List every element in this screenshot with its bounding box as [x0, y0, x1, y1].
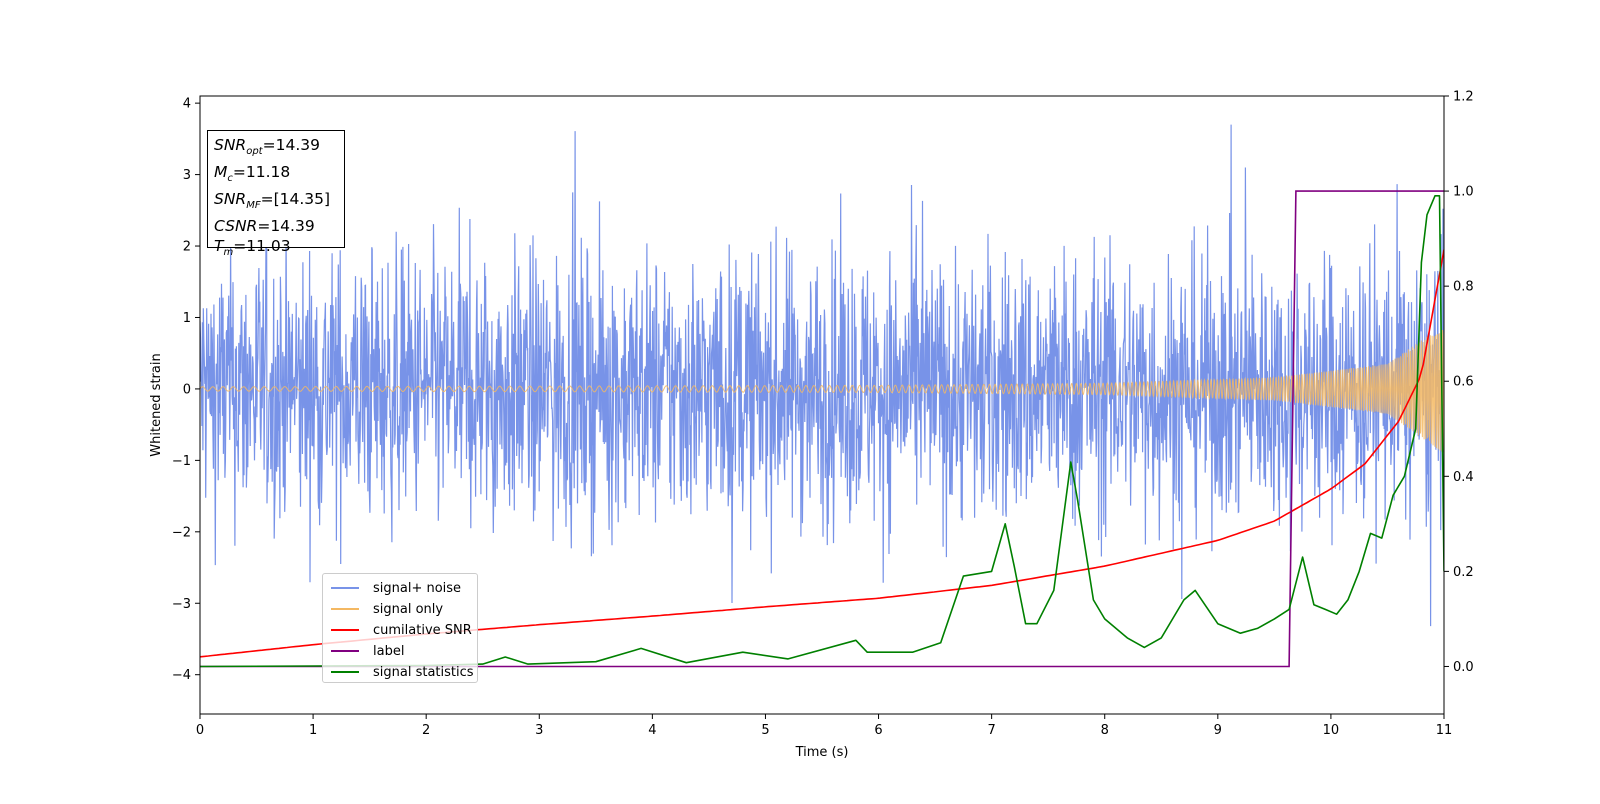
legend-label: signal only — [373, 601, 444, 617]
legend-swatch — [331, 629, 359, 631]
x-tick-label: 0 — [196, 723, 204, 738]
csnr-annotation: CSNR=14.39 — [214, 217, 315, 236]
y-right-tick-label: 1.0 — [1453, 185, 1474, 200]
legend-entry-label: label — [331, 641, 404, 661]
series-label-line — [200, 190, 1444, 668]
y-left-tick-label: −1 — [172, 454, 191, 469]
y-right-tick-label: 1.2 — [1453, 90, 1474, 105]
legend-label: cumilative SNR — [373, 622, 472, 638]
y-left-tick-label: −3 — [172, 597, 191, 612]
y-left-tick-label: −2 — [172, 525, 191, 540]
x-tick-label: 10 — [1323, 723, 1340, 738]
y-right-tick-label: 0.4 — [1453, 470, 1474, 485]
x-tick-label: 9 — [1214, 723, 1222, 738]
y-left-tick-label: −4 — [172, 668, 191, 683]
y-left-tick-label: 3 — [183, 168, 191, 183]
x-tick-label: 4 — [648, 723, 656, 738]
legend-entry-signal-noise: signal+ noise — [331, 578, 461, 598]
axes-frame — [199, 95, 1445, 715]
stats-annotation-box: SNRopt=14.39 Mc=11.18 SNRMF=[14.35] CSNR… — [207, 130, 345, 258]
legend-entry-cumulative-snr: cumilative SNR — [331, 620, 472, 640]
legend-swatch — [331, 587, 359, 589]
snr-mf-annotation: SNRMF=[14.35] — [214, 190, 331, 212]
y-right-tick-label: 0.6 — [1453, 375, 1474, 390]
x-tick-label: 6 — [874, 723, 882, 738]
series-signal-only-line — [200, 329, 1444, 453]
y-right-tick-label: 0.0 — [1453, 660, 1474, 675]
x-tick-label: 1 — [309, 723, 317, 738]
axis-ticks: 0 1 2 3 4 5 6 7 8 9 10 11 −4 −3 −2 −1 0 1 2 3 4 0.0 0.2 0.4 0.6 0… — [172, 90, 1474, 739]
snr-opt-annotation: SNRopt=14.39 — [214, 136, 320, 158]
legend-swatch — [331, 671, 359, 673]
mc-annotation: Mc=11.18 — [214, 163, 291, 185]
series-signal-statistics-line — [200, 195, 1444, 668]
x-tick-label: 2 — [422, 723, 430, 738]
legend-swatch — [331, 608, 359, 610]
tm-annotation: Tm=11.03 — [214, 237, 291, 259]
series-signal-noise-line — [200, 124, 1444, 627]
x-tick-label: 7 — [987, 723, 995, 738]
legend: signal+ noise signal only cumilative SNR… — [322, 573, 478, 683]
legend-label: signal+ noise — [373, 580, 462, 596]
x-tick-label: 8 — [1101, 723, 1109, 738]
y-left-tick-label: 0 — [183, 382, 191, 397]
legend-label: label — [373, 643, 405, 659]
x-tick-label: 3 — [535, 723, 543, 738]
y-right-tick-label: 0.8 — [1453, 280, 1474, 295]
y-left-tick-label: 4 — [183, 97, 191, 112]
legend-swatch — [331, 650, 359, 652]
legend-entry-signal-only: signal only — [331, 599, 443, 619]
y-left-tick-label: 2 — [183, 240, 191, 255]
x-axis-label: Time (s) — [795, 745, 849, 760]
legend-label: signal statistics — [373, 664, 474, 680]
x-tick-label: 5 — [761, 723, 769, 738]
y-left-tick-label: 1 — [183, 311, 191, 326]
legend-entry-signal-statistics: signal statistics — [331, 662, 474, 682]
y-right-tick-label: 0.2 — [1453, 565, 1474, 580]
x-tick-label: 11 — [1436, 723, 1453, 738]
y-axis-label: Whitened strain — [149, 353, 164, 456]
